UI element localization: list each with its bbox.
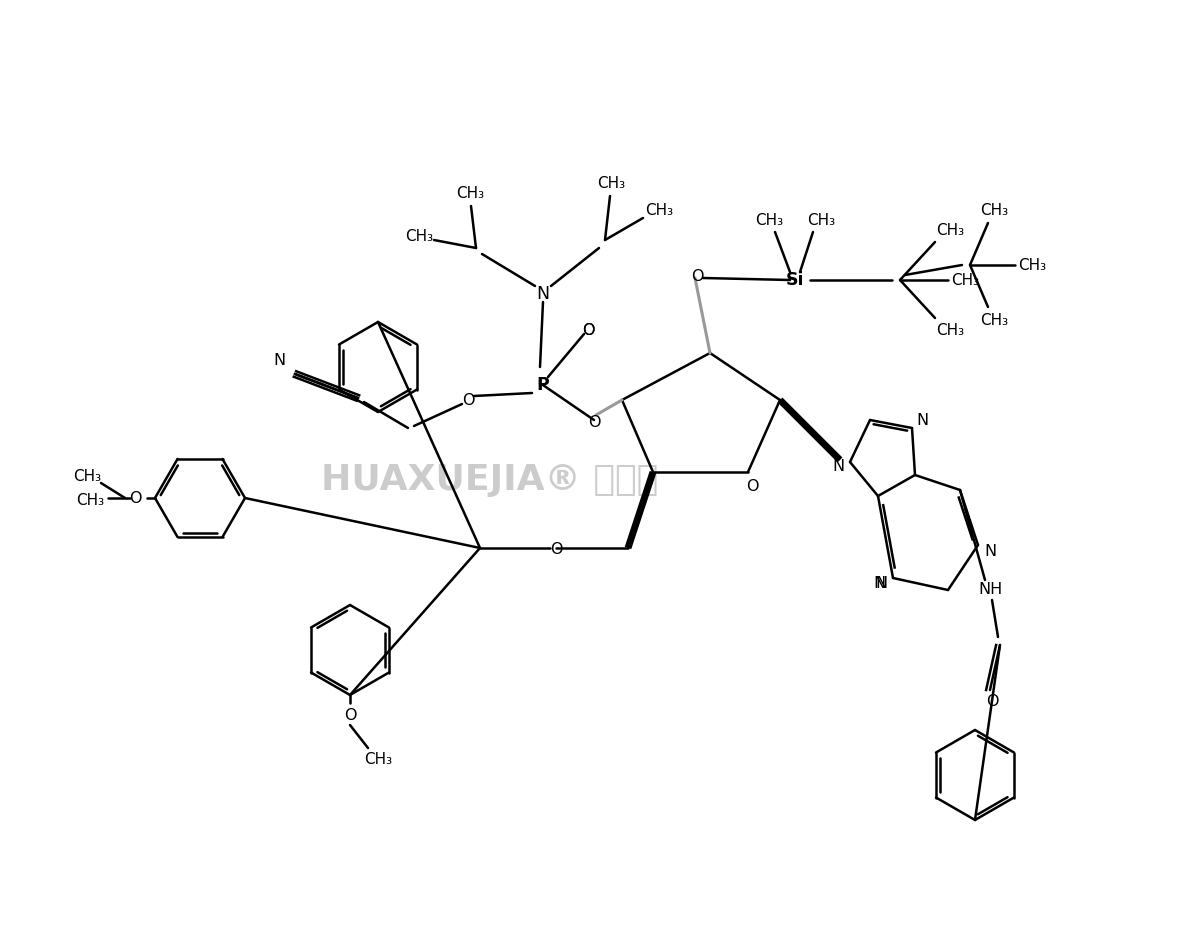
Text: N: N <box>273 352 285 367</box>
Text: N: N <box>537 285 550 303</box>
Text: CH₃: CH₃ <box>1018 258 1047 273</box>
Text: O: O <box>588 414 600 429</box>
Text: Si: Si <box>786 271 805 289</box>
Text: O: O <box>582 323 594 337</box>
Text: CH₃: CH₃ <box>365 752 392 767</box>
Text: CH₃: CH₃ <box>936 222 964 237</box>
Text: O: O <box>129 490 141 505</box>
Text: CH₃: CH₃ <box>456 185 484 200</box>
Text: O: O <box>691 269 704 284</box>
Text: N: N <box>832 459 845 474</box>
Text: CH₃: CH₃ <box>755 212 783 227</box>
Text: CH₃: CH₃ <box>807 212 835 227</box>
Text: O: O <box>344 707 356 722</box>
Text: NH: NH <box>978 582 1002 598</box>
Text: O: O <box>550 541 562 556</box>
Text: O: O <box>582 323 594 337</box>
Text: N: N <box>873 577 885 591</box>
Text: CH₃: CH₃ <box>73 468 101 484</box>
Text: CH₃: CH₃ <box>645 202 672 218</box>
Text: CH₃: CH₃ <box>950 273 979 287</box>
Text: HUAXUEJIA® 化学加: HUAXUEJIA® 化学加 <box>321 463 658 497</box>
Text: P: P <box>537 376 550 394</box>
Text: CH₃: CH₃ <box>597 175 626 191</box>
Text: CH₃: CH₃ <box>936 323 964 337</box>
Text: N: N <box>984 543 996 558</box>
Text: O: O <box>985 694 998 709</box>
Text: O: O <box>746 478 758 493</box>
Text: O: O <box>462 392 474 408</box>
Text: CH₃: CH₃ <box>980 202 1008 218</box>
Text: CH₃: CH₃ <box>980 312 1008 327</box>
Text: N: N <box>915 413 928 427</box>
Text: CH₃: CH₃ <box>405 228 433 244</box>
Text: N: N <box>875 577 887 591</box>
Text: CH₃: CH₃ <box>76 492 105 507</box>
